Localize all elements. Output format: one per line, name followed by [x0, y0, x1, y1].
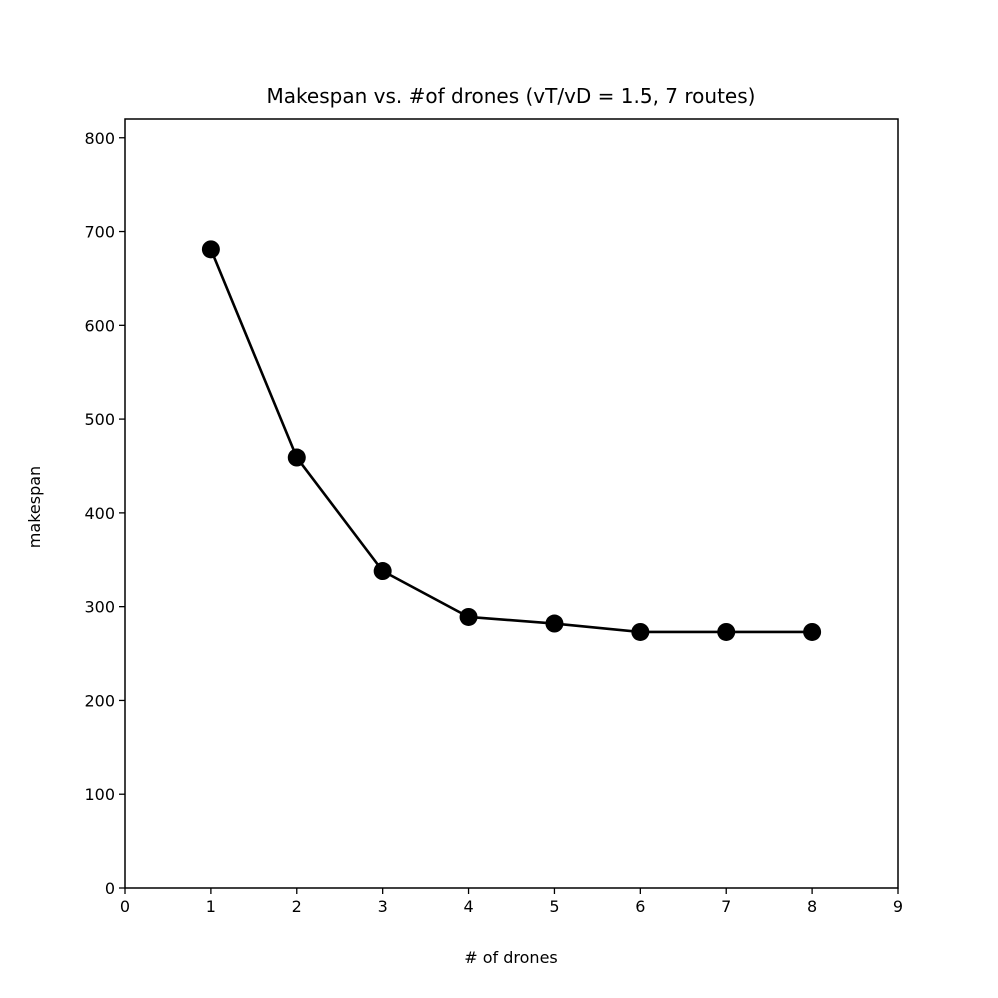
data-point — [631, 622, 650, 641]
y-tick-label: 400 — [84, 504, 115, 523]
y-axis: 0 100 200 300 400 500 600 700 800 — [84, 129, 125, 898]
x-tick-label: 3 — [378, 897, 388, 916]
data-point — [201, 240, 220, 259]
series-layer — [201, 240, 822, 641]
data-point — [717, 622, 736, 641]
y-tick-label: 0 — [105, 879, 115, 898]
x-tick-label: 2 — [292, 897, 302, 916]
x-axis: 0 1 2 3 4 5 6 7 8 9 — [120, 888, 903, 916]
data-point — [287, 448, 306, 467]
y-axis-label: makespan — [25, 466, 44, 548]
x-tick-label: 4 — [463, 897, 473, 916]
data-point — [459, 607, 478, 626]
x-axis-label: # of drones — [464, 948, 558, 967]
data-point — [373, 562, 392, 581]
x-tick-label: 7 — [721, 897, 731, 916]
y-tick-label: 700 — [84, 223, 115, 242]
chart-title: Makespan vs. #of drones (vT/vD = 1.5, 7 … — [267, 84, 756, 108]
x-tick-label: 0 — [120, 897, 130, 916]
series-line — [209, 248, 813, 634]
data-point — [545, 614, 564, 633]
x-tick-label: 8 — [807, 897, 817, 916]
x-tick-label: 1 — [206, 897, 216, 916]
y-tick-label: 200 — [84, 691, 115, 710]
y-tick-label: 300 — [84, 598, 115, 617]
plot-area — [124, 118, 899, 889]
y-tick-label: 800 — [84, 129, 115, 148]
plot-frame — [124, 118, 899, 889]
data-point — [803, 622, 822, 641]
x-tick-label: 5 — [549, 897, 559, 916]
y-tick-label: 600 — [84, 316, 115, 335]
y-tick-label: 100 — [84, 785, 115, 804]
x-tick-label: 6 — [635, 897, 645, 916]
y-tick-label: 500 — [84, 410, 115, 429]
x-tick-label: 9 — [893, 897, 903, 916]
